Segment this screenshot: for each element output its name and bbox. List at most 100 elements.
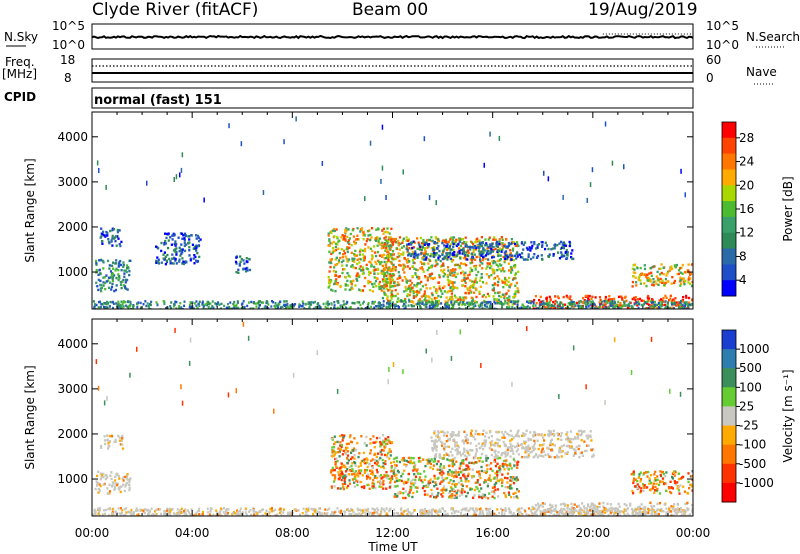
data-cell: [432, 248, 435, 252]
data-cell: [458, 494, 461, 498]
data-cell: [503, 259, 506, 262]
data-cell: [380, 269, 383, 273]
data-cell: [466, 250, 469, 253]
data-cell: [367, 303, 370, 306]
data-cell: [431, 264, 434, 267]
data-cell: [525, 246, 528, 250]
data-cell: [474, 268, 477, 271]
data-cell: [351, 478, 354, 481]
data-cell: [254, 302, 257, 305]
data-cell: [317, 307, 320, 309]
data-cell: [270, 305, 273, 308]
data-cell: [372, 473, 375, 476]
data-cell: [442, 286, 445, 290]
data-cell: [501, 281, 504, 284]
data-cell: [337, 301, 340, 304]
data-cell: [461, 493, 464, 496]
data-cell: [111, 279, 114, 283]
data-cell: [390, 253, 393, 256]
data-cell: [382, 462, 385, 465]
data-cell: [370, 236, 373, 239]
data-cell: [404, 297, 407, 301]
data-cell: [394, 257, 397, 261]
data-cell: [528, 306, 531, 309]
data-cell: [491, 268, 494, 271]
data-cell: [239, 260, 242, 264]
data-cell: [383, 291, 386, 295]
data-cell: [412, 482, 415, 485]
data-cell: [635, 301, 638, 304]
data-cell: [108, 492, 111, 495]
data-cell: [373, 306, 376, 309]
data-cell: [393, 307, 396, 309]
data-cell: [557, 296, 560, 300]
data-cell: [664, 306, 667, 309]
data-cell: [463, 430, 466, 433]
data-cell: [489, 300, 492, 304]
data-cell: [122, 475, 125, 479]
data-cell: [482, 257, 485, 260]
data-cell: [325, 307, 328, 309]
data-cell: [480, 273, 483, 276]
data-cell: [332, 227, 336, 231]
data-cell: [207, 305, 210, 309]
data-cell: [345, 474, 348, 477]
data-cell: [453, 281, 456, 284]
data-cell: [531, 505, 534, 509]
data-cell: [444, 445, 447, 448]
data-cell: [182, 260, 186, 264]
data-cell: [527, 456, 530, 459]
data-cell: [368, 487, 371, 490]
data-cell: [462, 473, 465, 477]
data-cell: [115, 284, 118, 287]
data-cell: [509, 455, 512, 458]
data-cell: [445, 254, 448, 257]
data-cell: [467, 292, 470, 295]
data-cell: [405, 244, 409, 248]
data-cell: [385, 471, 388, 474]
data-cell: [427, 295, 430, 298]
data-cell: [677, 304, 680, 307]
data-cell: [512, 436, 515, 439]
data-cell: [488, 447, 491, 450]
data-cell: [183, 304, 186, 307]
data-cell: [174, 300, 177, 303]
data-cell: [463, 440, 466, 443]
data-cell: [494, 472, 497, 475]
data-cell: [570, 300, 573, 303]
data-cell: [426, 246, 429, 249]
data-cell: [409, 461, 412, 465]
data-cell: [380, 465, 383, 469]
data-cell: [498, 263, 501, 266]
data-cell: [382, 487, 385, 490]
data-cell: [359, 230, 362, 233]
data-cell: [501, 248, 504, 251]
data-cell: [115, 259, 118, 262]
data-cell: [125, 270, 128, 274]
data-cell: [583, 301, 586, 305]
data-cell: [381, 481, 384, 484]
data-cell: [122, 278, 125, 282]
data-cell: [413, 267, 416, 270]
data-cell: [390, 475, 394, 478]
data-cell: [343, 237, 346, 241]
data-cell: [389, 236, 392, 239]
data-cell: [662, 273, 665, 276]
data-cell: [196, 252, 199, 255]
data-cell: [575, 445, 578, 449]
data-cell: [443, 442, 446, 445]
data-cell: [537, 505, 540, 509]
data-cell: [196, 234, 200, 238]
data-cell: [649, 305, 652, 308]
data-cell: [434, 264, 437, 268]
data-cell: [450, 459, 453, 462]
data-cell: [456, 451, 459, 454]
data-cell: [430, 458, 433, 461]
data-cell: [195, 304, 198, 307]
data-cell: [475, 485, 478, 489]
data-cell: [566, 296, 569, 299]
data-cell: [414, 273, 417, 277]
data-cell: [318, 304, 321, 308]
data-cell: [446, 248, 449, 252]
data-cell: [492, 261, 495, 265]
